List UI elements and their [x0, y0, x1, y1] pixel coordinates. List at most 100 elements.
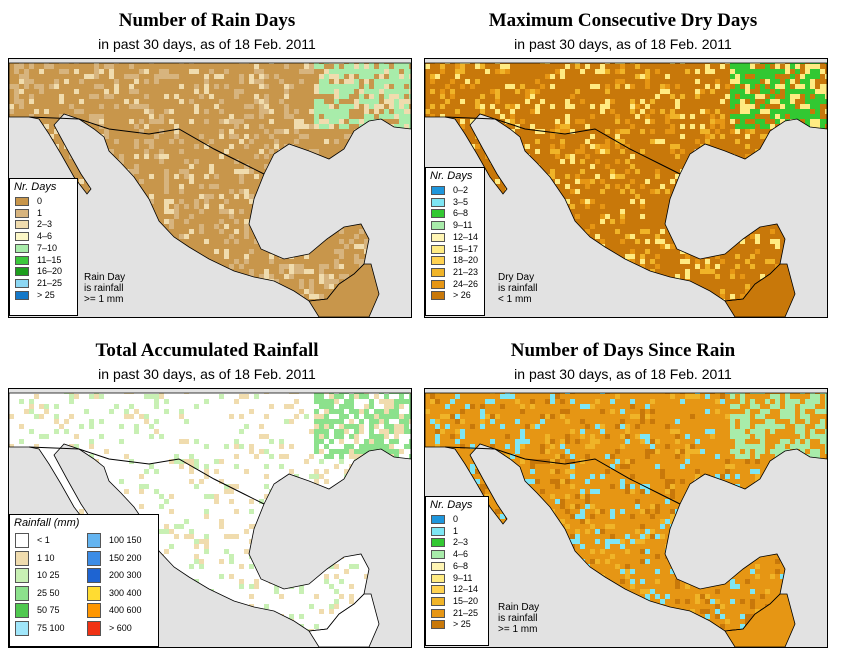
legend-swatch [431, 197, 445, 207]
panel-title: Maximum Consecutive Dry Days [488, 10, 758, 31]
us-mexico-border [28, 116, 265, 175]
legend-swatch [431, 538, 445, 548]
legend-note: Rain Day is rainfall >= 1 mm [498, 602, 540, 635]
legend-swatch [431, 244, 445, 254]
coastline [425, 392, 827, 632]
legend-swatch [15, 220, 29, 230]
legend-label: 50 75 [37, 605, 60, 615]
legend-swatch [15, 243, 29, 253]
legend-swatch [431, 209, 445, 219]
coastline [9, 392, 411, 632]
us-mexico-border [444, 116, 681, 175]
legend: Nr. Days 0 1 2–3 4–6 7–10 11–15 16–20 21–25 > 25 [9, 178, 78, 316]
panel-title: Total Accumulated Rainfall [95, 340, 319, 361]
legend-label: 12–14 [453, 231, 479, 242]
legend-swatch [15, 533, 29, 548]
legend-swatch [15, 550, 29, 566]
coastline [9, 62, 411, 302]
legend-swatch [87, 603, 101, 618]
us-mexico-border [28, 446, 265, 505]
legend-swatch [431, 620, 445, 630]
panel-title: Number of Rain Days [118, 10, 296, 31]
legend-swatch [431, 221, 445, 231]
legend-label: > 25 [453, 619, 471, 630]
gulf-of-mexico [665, 125, 827, 317]
legend-swatch [15, 603, 29, 618]
legend-label: < 1 [37, 535, 50, 545]
panel-subtitle: in past 30 days, as of 18 Feb. 2011 [514, 366, 732, 382]
legend-label: 100 150 [109, 535, 142, 545]
us-mexico-border [444, 446, 681, 505]
legend-title: Nr. Days [14, 181, 57, 193]
legend-label: 21–23 [453, 266, 479, 277]
legend-label: 24–26 [453, 278, 479, 289]
panel-subtitle: in past 30 days, as of 18 Feb. 2011 [98, 366, 316, 382]
legend-title: Nr. Days [430, 499, 473, 511]
legend-label: 4–6 [37, 231, 53, 242]
map-svg [425, 389, 827, 647]
legend-label: > 26 [453, 290, 471, 301]
map-svg [425, 59, 827, 317]
legend-label: 2–3 [37, 219, 53, 230]
panel-accumulated: Total Accumulated Rainfall in past 30 da… [2, 330, 412, 650]
legend-label: 3–5 [453, 196, 469, 207]
legend-swatch [431, 232, 445, 242]
legend: Nr. Days 0 1 2–3 4–6 6–8 9–11 12–14 15–20 21–25 > … [425, 496, 489, 646]
legend-swatch [431, 596, 445, 606]
legend-title: Nr. Days [430, 170, 473, 182]
legend-title: Rainfall (mm) [14, 517, 80, 529]
legend-label: 0 [37, 196, 43, 206]
legend-swatch [15, 208, 29, 218]
legend-label: 1 10 [37, 552, 55, 563]
panel-subtitle: in past 30 days, as of 18 Feb. 2011 [98, 36, 316, 52]
legend-swatch [15, 620, 29, 636]
panel-rain-days: Number of Rain Days in past 30 days, as … [2, 0, 412, 320]
map [8, 58, 412, 318]
legend-label: 75 100 [37, 622, 65, 633]
legend-swatch [87, 568, 101, 583]
legend-swatch [15, 267, 29, 277]
panel-title: Number of Days Since Rain [510, 340, 736, 361]
legend-swatch [15, 197, 29, 206]
legend-swatch [431, 561, 445, 571]
legend-swatch [15, 255, 29, 265]
legend-swatch [87, 620, 101, 636]
legend-label: 4–6 [453, 549, 469, 560]
legend-swatch [15, 290, 29, 300]
legend-label: 6–8 [453, 208, 469, 219]
panel-subtitle: in past 30 days, as of 18 Feb. 2011 [514, 36, 732, 52]
legend-swatch [15, 232, 29, 242]
legend: Nr. Days 0–2 3–5 6–8 9–11 12–14 15–17 18–20 21–2… [425, 167, 485, 316]
legend-label: 300 400 [109, 587, 142, 598]
legend-label: 2–3 [453, 537, 469, 548]
legend-swatch [87, 533, 101, 548]
legend-label: 200 300 [109, 570, 142, 580]
map [424, 58, 828, 318]
legend-swatch [431, 608, 445, 618]
legend-swatch [431, 256, 445, 266]
legend-label: 1 [453, 525, 459, 536]
legend-swatch [15, 585, 29, 601]
legend-swatch [87, 550, 101, 566]
legend-swatch [431, 291, 445, 301]
legend: Rainfall (mm) < 1 1 10 10 25 25 50 50 75 75 10… [9, 514, 159, 647]
legend-label: 15–20 [453, 595, 479, 606]
legend-swatch [431, 550, 445, 560]
land-mass [9, 63, 411, 301]
legend-label: 6–8 [453, 560, 469, 571]
legend-label: 0 [453, 514, 459, 524]
land-mass [425, 63, 827, 301]
legend-label: 150 200 [109, 552, 142, 563]
legend-label: 16–20 [37, 266, 63, 277]
legend-label: 18–20 [453, 255, 479, 266]
panel-since-rain: Number of Days Since Rain in past 30 day… [418, 330, 828, 650]
gulf-of-mexico [249, 455, 411, 647]
coastline [425, 62, 827, 302]
gulf-of-mexico [665, 455, 827, 647]
legend-swatch [431, 267, 445, 277]
map [424, 388, 828, 648]
legend-label: 25 50 [37, 587, 60, 598]
legend-swatch [15, 568, 29, 583]
legend-label: 12–14 [453, 584, 479, 595]
legend-label: 1 [37, 207, 43, 218]
